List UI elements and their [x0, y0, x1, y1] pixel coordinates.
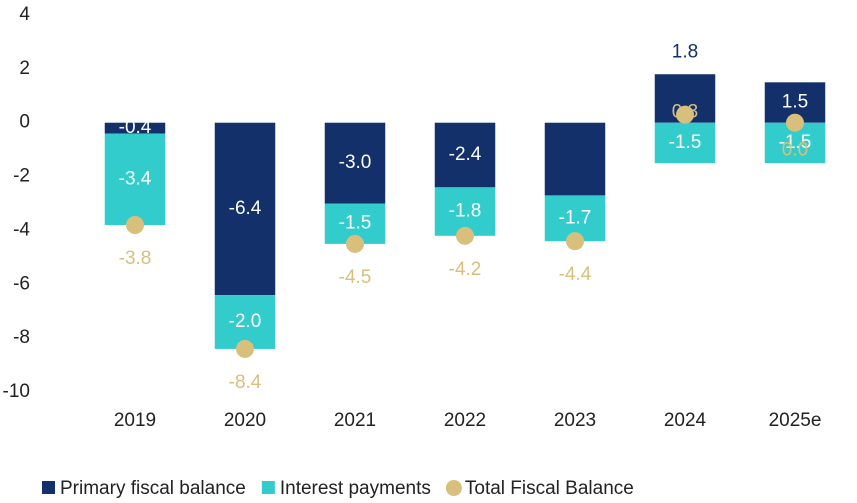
total-dot — [676, 105, 694, 124]
data-label: -3.0 — [339, 152, 372, 173]
data-label: -3.8 — [119, 248, 152, 269]
y-tick-label: -10 — [3, 381, 30, 402]
x-tick-label: 2024 — [664, 410, 707, 431]
bar-segment — [324, 122, 386, 204]
data-label: -6.4 — [229, 198, 262, 219]
bar-segment — [104, 122, 166, 134]
total-dot — [126, 216, 144, 235]
legend-marker — [445, 480, 462, 496]
legend-marker — [42, 481, 55, 494]
data-label: -1.5 — [779, 132, 812, 153]
legend-marker — [261, 481, 275, 494]
y-tick-label: -4 — [13, 219, 30, 240]
bar-segment — [654, 122, 716, 164]
x-tick-label: 2021 — [334, 410, 376, 431]
bar-segment — [434, 122, 496, 188]
data-label: -2.4 — [449, 144, 482, 165]
data-label: -3.4 — [119, 168, 152, 189]
y-tick-label: -6 — [13, 273, 30, 294]
y-tick-label: 2 — [19, 58, 30, 79]
y-tick-label: 0 — [19, 112, 30, 133]
data-label: -4.5 — [339, 267, 372, 288]
legend-label: Interest payments — [280, 478, 431, 499]
x-tick-label: 2020 — [224, 410, 266, 431]
data-label: -1.7 — [559, 207, 592, 228]
total-dot — [456, 226, 474, 245]
total-dot — [346, 234, 364, 253]
y-tick-label: -8 — [13, 327, 30, 348]
data-label: 1.8 — [672, 41, 698, 62]
x-tick-label: 2019 — [114, 410, 156, 431]
data-label: -4.2 — [449, 259, 482, 280]
total-dot — [786, 113, 804, 132]
x-tick-label: 2025e — [769, 410, 822, 431]
x-tick-label: 2023 — [554, 410, 596, 431]
data-label: 0.0 — [782, 140, 808, 161]
bar-segment — [544, 122, 606, 196]
x-tick-label: 2022 — [444, 410, 486, 431]
data-label: -1.8 — [449, 201, 482, 222]
data-label: 0.3 — [672, 102, 698, 123]
bar-segment — [214, 122, 276, 296]
data-label: -1.5 — [339, 213, 372, 234]
total-dot — [566, 232, 584, 251]
y-tick-label: 4 — [19, 4, 30, 25]
bar-segment — [104, 133, 166, 226]
data-label: -8.4 — [229, 372, 262, 393]
data-label: -2.0 — [229, 311, 262, 332]
legend-label: Total Fiscal Balance — [465, 478, 634, 499]
data-label: -1.5 — [669, 132, 702, 153]
legend-label: Primary fiscal balance — [60, 478, 246, 499]
data-label: 1.5 — [782, 92, 808, 113]
y-tick-label: -2 — [13, 166, 30, 187]
data-label: -0.4 — [119, 117, 152, 138]
total-dot — [236, 339, 254, 358]
data-label: -4.4 — [559, 264, 592, 285]
